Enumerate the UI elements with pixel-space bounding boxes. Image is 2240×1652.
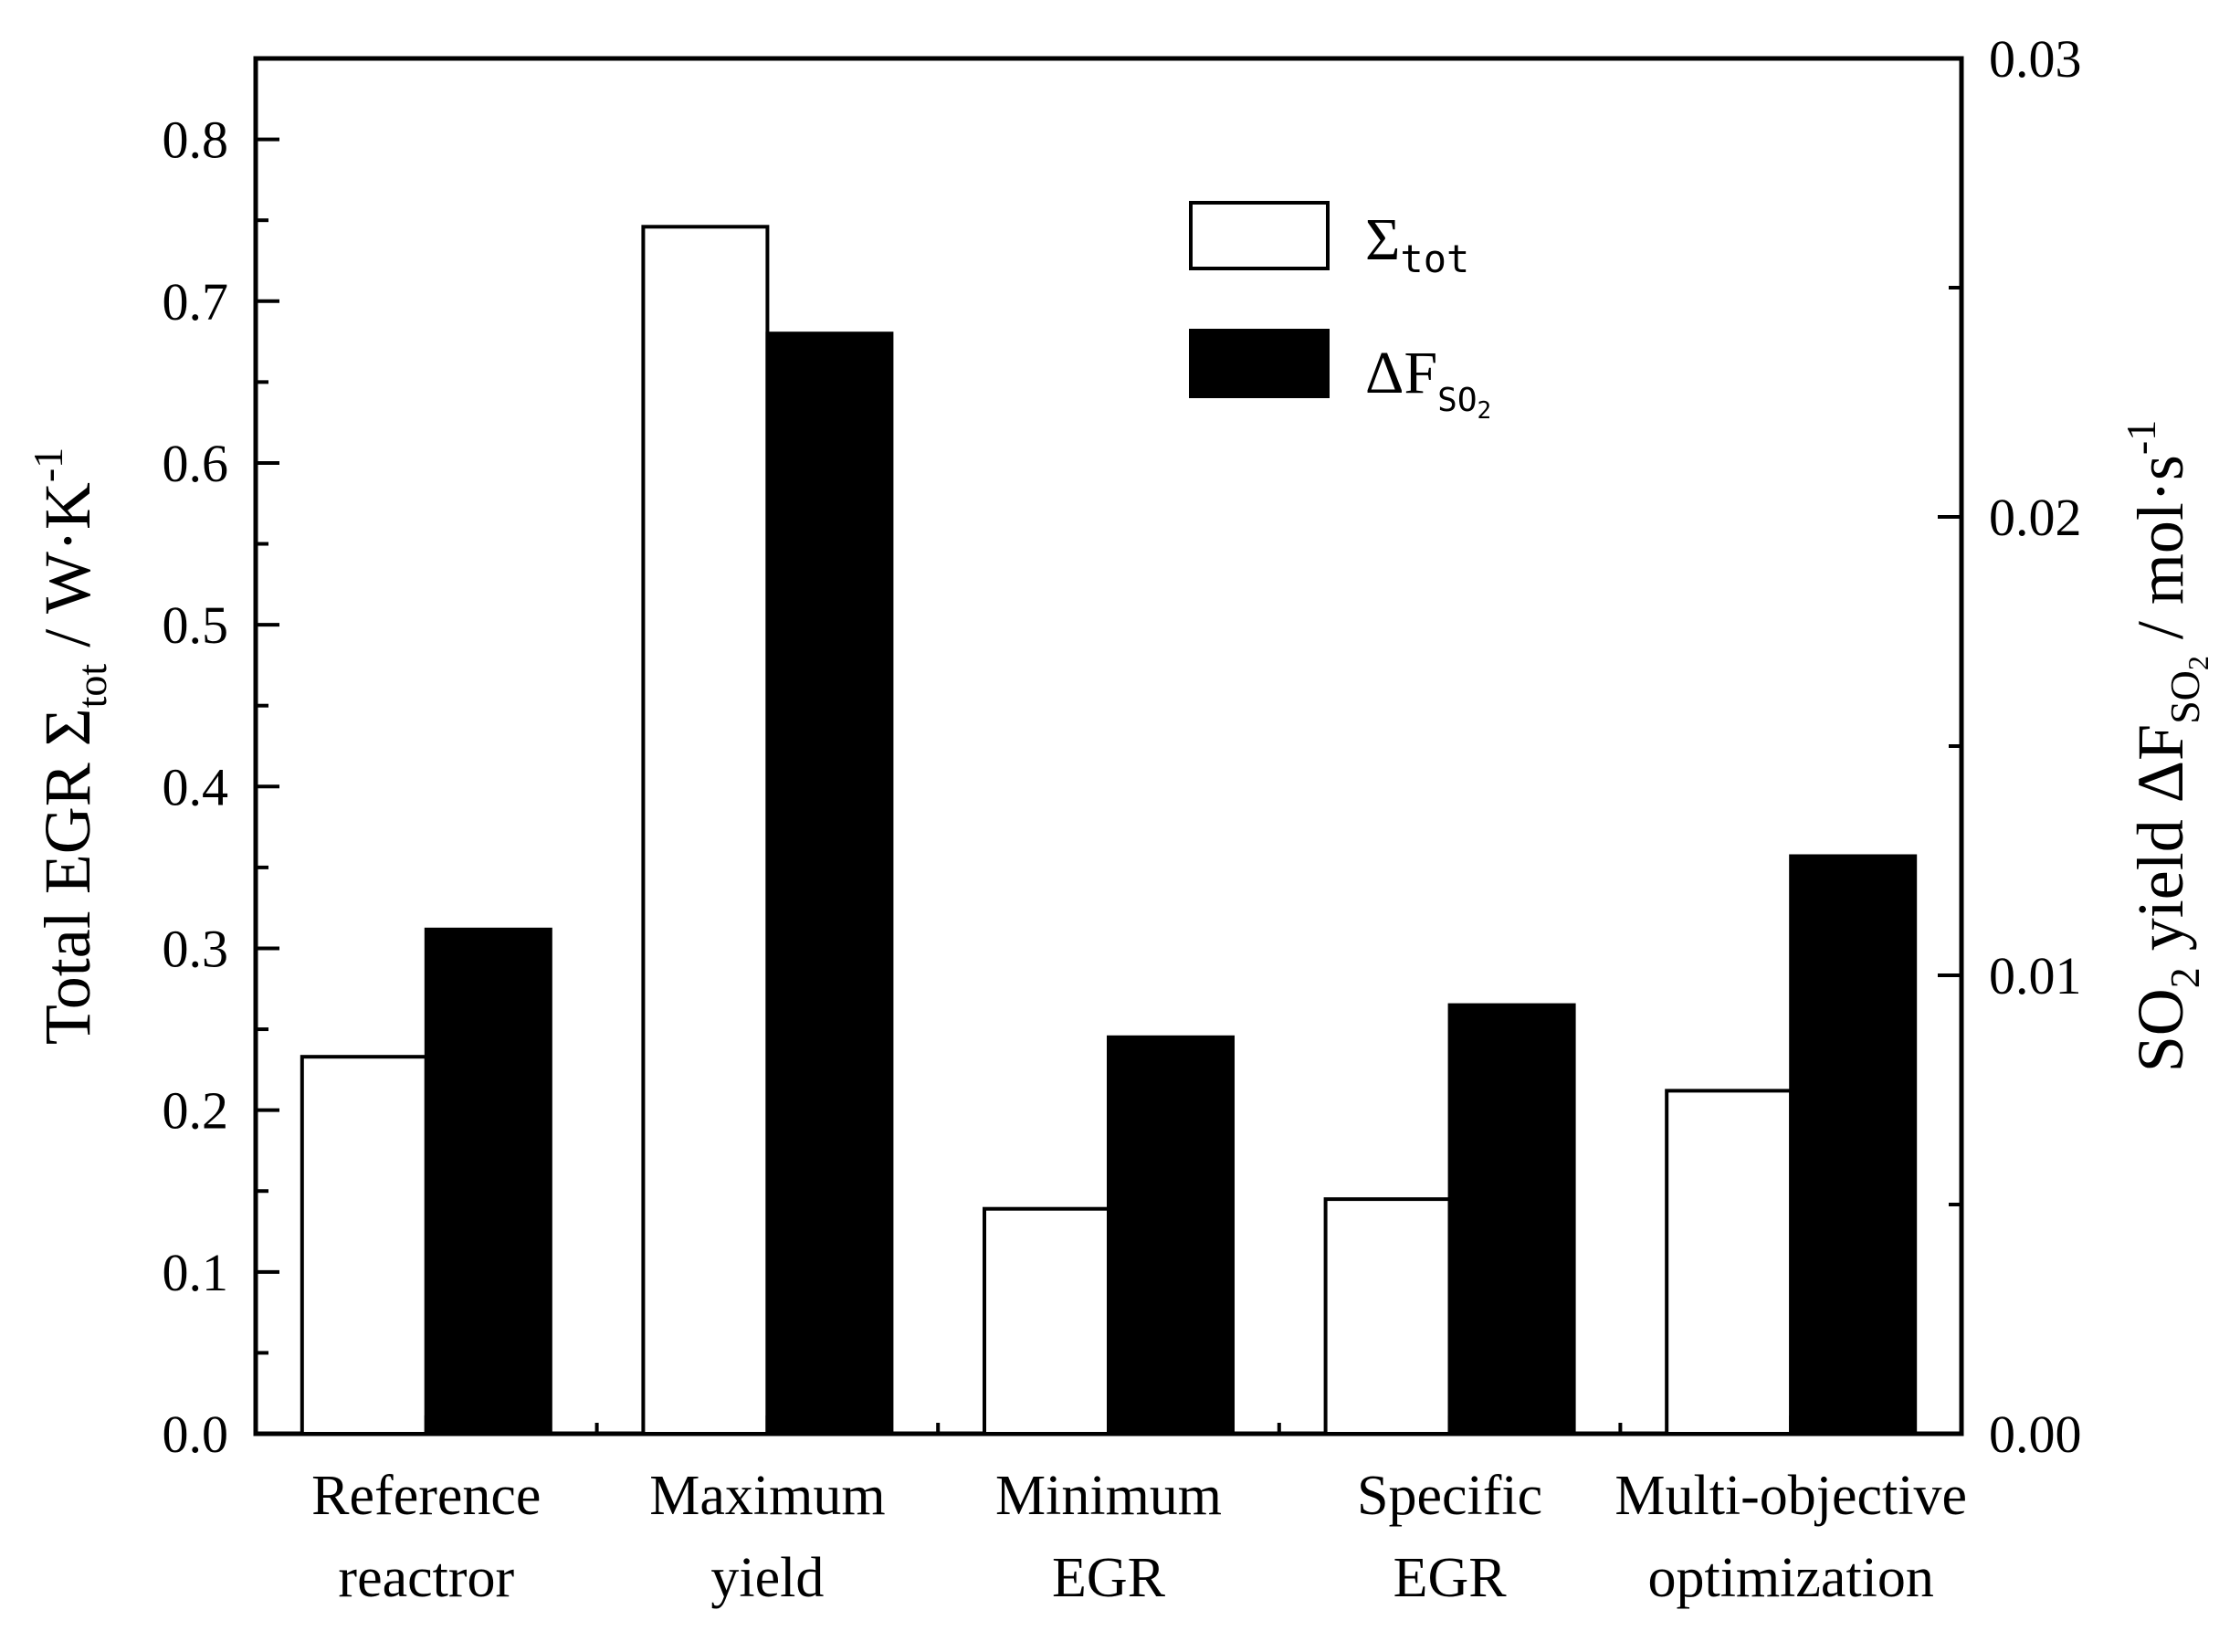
right-axis-title-sub-sub: 2 [2182, 656, 2214, 670]
bar-sigma-tot-0 [300, 1055, 428, 1436]
legend-swatch-delta-f [1189, 329, 1330, 398]
right-axis-title-mid: yield ΔF [2124, 724, 2197, 967]
right-axis-title: SO2 yield ΔFSO2 / mol·s-1 [2118, 420, 2214, 1073]
legend-swatch-sigma-tot [1189, 201, 1330, 270]
bar-delta-f-so2-4 [1789, 854, 1918, 1436]
right-axis-title-sup: -1 [2118, 420, 2164, 455]
legend: Σtot ΔFSO2 [1189, 201, 1491, 425]
left-tick-label-7: 0.7 [163, 272, 229, 331]
bar-delta-f-so2-1 [765, 331, 894, 1436]
x-axis: Reference reactror Maximum yield Minimum EGR S… [311, 1415, 1967, 1609]
left-tick-label-6: 0.6 [163, 434, 229, 493]
bar-delta-f-so2-2 [1107, 1035, 1235, 1436]
bar-sigma-tot-1 [641, 225, 770, 1436]
legend-label-sigma-tot: Σtot [1365, 206, 1469, 281]
legend-label-delta-subsub: 2 [1478, 397, 1492, 425]
left-axis-title: Total EGR Σtot / W·K-1 [25, 447, 115, 1045]
left-axis-title-pre: Total EGR Σ [31, 708, 104, 1045]
bar-sigma-tot-4 [1665, 1089, 1793, 1436]
legend-label-delta-main: ΔF [1365, 340, 1437, 406]
category-label-2-line-0: Minimum [995, 1465, 1222, 1527]
category-label-1-line-0: Maximum [649, 1465, 885, 1527]
bar-delta-f-so2-3 [1447, 1003, 1576, 1436]
left-tick-label-1: 0.1 [163, 1243, 229, 1302]
left-tick-label-8: 0.8 [163, 110, 229, 170]
legend-label-delta-f: ΔFSO2 [1365, 340, 1491, 425]
category-label-4-line-1: optimization [1648, 1547, 1934, 1609]
right-tick-label-2: 0.02 [1989, 488, 2082, 547]
legend-label-delta-sub: SO [1437, 382, 1477, 419]
category-label-3-line-1: EGR [1393, 1547, 1508, 1609]
right-tick-label-1: 0.01 [1989, 946, 2082, 1005]
left-tick-label-0: 0.0 [163, 1405, 229, 1464]
right-tick-label-3: 0.03 [1989, 29, 2082, 89]
left-tick-label-4: 0.4 [163, 757, 229, 816]
category-label-2-line-1: EGR [1052, 1547, 1166, 1609]
left-axis-title-sub: tot [68, 664, 115, 709]
left-axis: 0.0 0.1 0.2 0.3 0.4 0.5 0.6 0.7 0.8 [163, 110, 279, 1464]
right-axis-title-pre: SO [2124, 988, 2197, 1072]
legend-label-sigma-main: Σ [1365, 206, 1400, 273]
category-label-1-line-1: yield [710, 1547, 824, 1609]
legend-label-sigma-sub: tot [1400, 237, 1469, 281]
bars-layer [300, 225, 1918, 1436]
right-axis-title-post: / mol·s [2124, 455, 2197, 656]
right-axis: 0.00 0.01 0.02 0.03 [1938, 29, 2082, 1464]
left-tick-label-5: 0.5 [163, 595, 229, 655]
category-label-3-line-0: Specific [1357, 1465, 1542, 1527]
right-tick-label-0: 0.00 [1989, 1405, 2082, 1464]
left-axis-title-mid: / W·K [31, 482, 104, 664]
bar-delta-f-so2-0 [424, 927, 552, 1436]
right-axis-title-sub: SO [2161, 670, 2208, 724]
category-label-0-line-1: reactror [338, 1547, 514, 1609]
left-axis-title-sup: -1 [25, 447, 71, 482]
left-tick-label-3: 0.3 [163, 919, 229, 978]
category-label-0-line-0: Reference [311, 1465, 541, 1527]
bar-sigma-tot-2 [983, 1206, 1110, 1436]
left-tick-label-2: 0.2 [163, 1081, 229, 1141]
right-axis-title-pre-sub: 2 [2161, 967, 2208, 988]
bar-sigma-tot-3 [1323, 1197, 1452, 1436]
category-label-4-line-0: Multi-objective [1614, 1465, 1967, 1527]
